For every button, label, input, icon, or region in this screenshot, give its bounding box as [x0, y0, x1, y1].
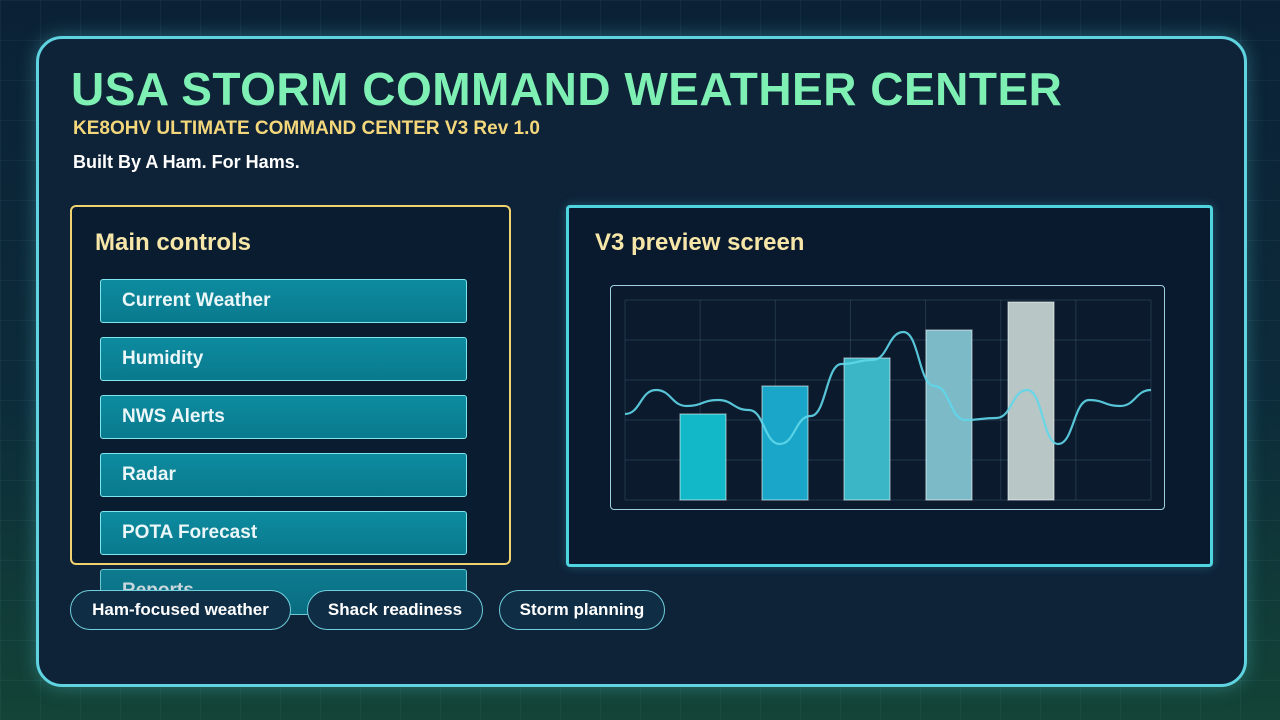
preview-heading: V3 preview screen [595, 229, 805, 256]
page-subtitle: KE8OHV ULTIMATE COMMAND CENTER V3 Rev 1.… [73, 118, 540, 139]
chart-bar [679, 413, 727, 501]
chart-bar [843, 357, 891, 501]
chart-bar [925, 329, 973, 501]
preview-chart-svg [624, 299, 1152, 501]
storm-planning-pill[interactable]: Storm planning [499, 590, 665, 630]
chart-trend-line [624, 330, 1152, 446]
shack-readiness-pill[interactable]: Shack readiness [307, 590, 483, 630]
chart-bar [1007, 301, 1055, 501]
ham-focused-weather-pill[interactable]: Ham-focused weather [70, 590, 291, 630]
nws-alerts-button[interactable]: NWS Alerts [100, 395, 467, 439]
page-title: USA STORM COMMAND WEATHER CENTER [71, 63, 1063, 115]
tagline: Built By A Ham. For Hams. [73, 152, 300, 172]
preview-chart [610, 285, 1165, 510]
radar-button[interactable]: Radar [100, 453, 467, 497]
humidity-button[interactable]: Humidity [100, 337, 467, 381]
pota-forecast-button[interactable]: POTA Forecast [100, 511, 467, 555]
current-weather-button[interactable]: Current Weather [100, 279, 467, 323]
main-controls-panel [70, 205, 511, 565]
main-controls-heading: Main controls [95, 229, 252, 256]
